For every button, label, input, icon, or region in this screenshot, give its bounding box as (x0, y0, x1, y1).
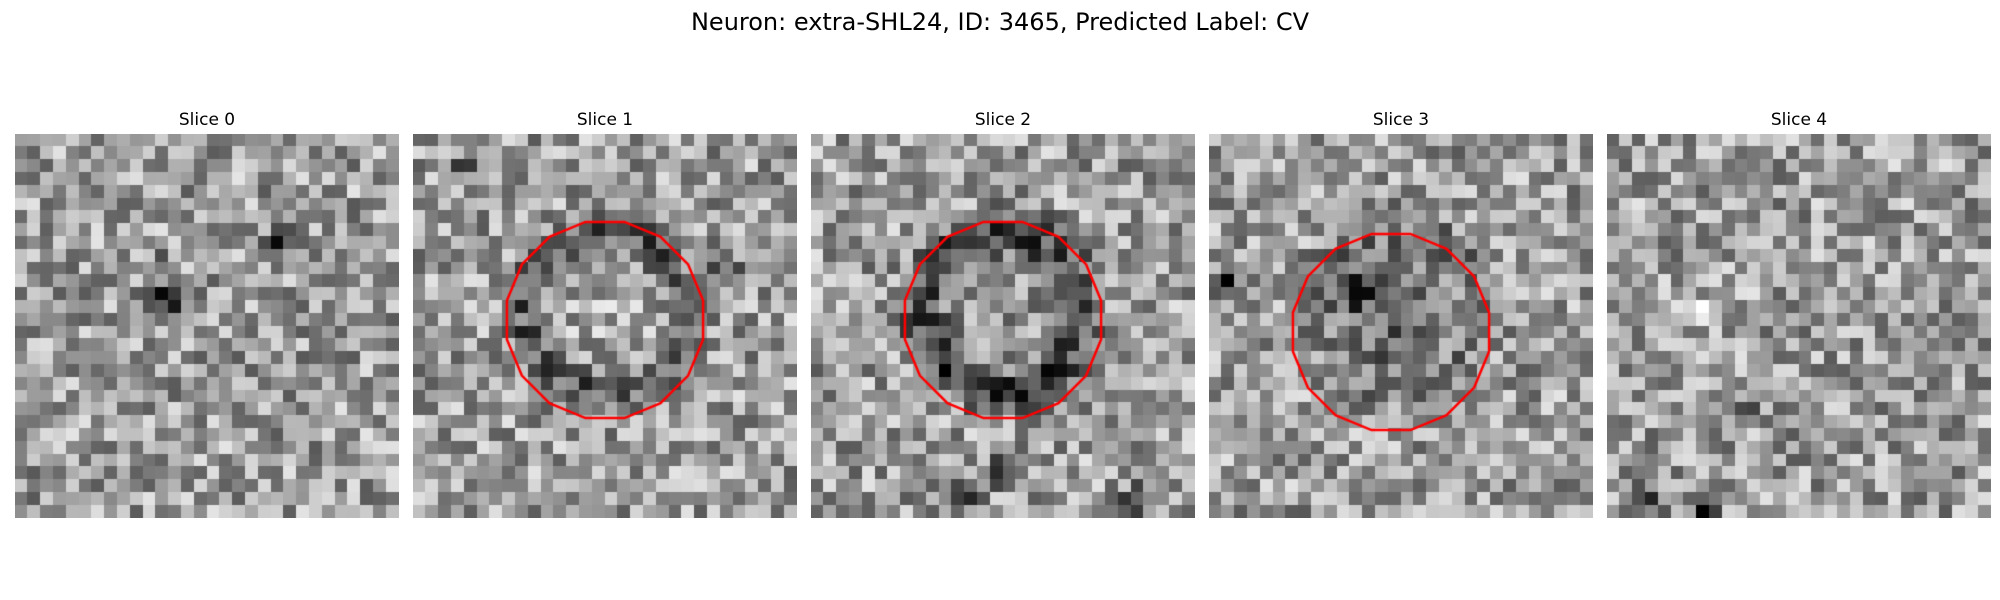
slice-image (15, 134, 399, 518)
slice-image (413, 134, 797, 518)
slice-title: Slice 2 (974, 110, 1032, 130)
slice-title: Slice 1 (576, 110, 634, 130)
slice-title: Slice 0 (178, 110, 236, 130)
slice-title: Slice 4 (1770, 110, 1828, 130)
slice-title: Slice 3 (1372, 110, 1430, 130)
slice-image (1607, 134, 1991, 518)
figure-title: Neuron: extra-SHL24, ID: 3465, Predicted… (690, 8, 1310, 36)
slice-image (1209, 134, 1593, 518)
slice-image (811, 134, 1195, 518)
